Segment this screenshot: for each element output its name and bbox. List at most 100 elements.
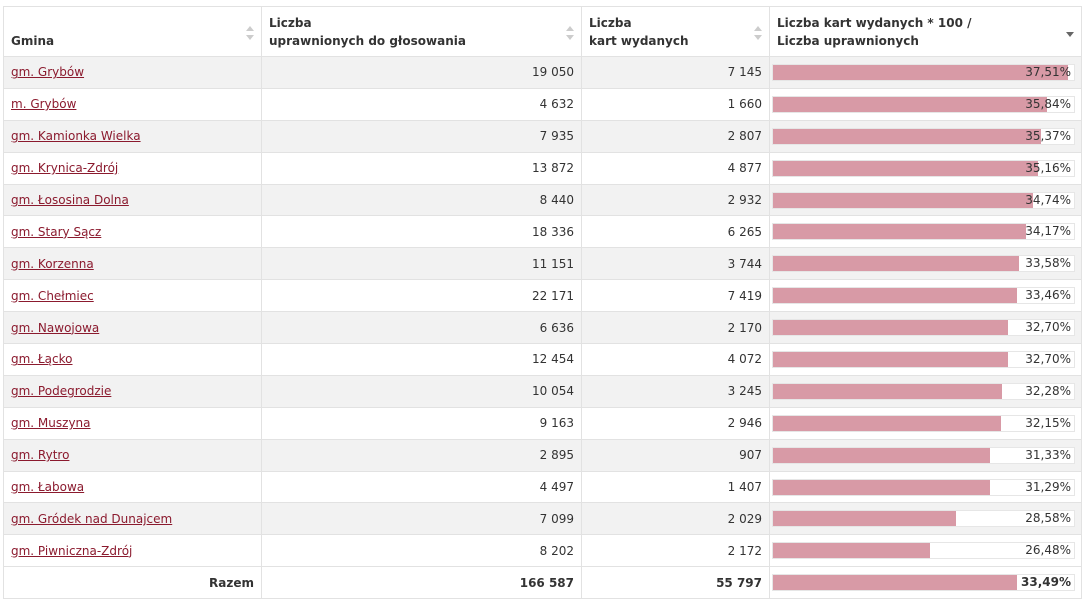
turnout-table: Gmina Liczba uprawnionych do głosowania … <box>3 6 1082 600</box>
karty-cell: 1 660 <box>581 87 770 121</box>
column-header-karty[interactable]: Liczba kart wydanych <box>581 6 770 57</box>
turnout-value: 32,70% <box>1025 320 1071 335</box>
turnout-bar-fill <box>773 160 1039 176</box>
turnout-value: 28,58% <box>1025 511 1071 526</box>
gmina-link[interactable]: m. Grybów <box>11 97 77 112</box>
turnout-bar: 28,58% <box>772 510 1075 528</box>
uprawnieni-cell: 8 440 <box>261 183 582 217</box>
turnout-value: 37,51% <box>1025 64 1071 79</box>
total-label: Razem <box>3 566 262 600</box>
gmina-cell: gm. Łososina Dolna <box>3 183 262 217</box>
turnout-bar: 32,28% <box>772 382 1075 400</box>
turnout-value: 33,46% <box>1025 288 1071 303</box>
turnout-value: 33,49% <box>1021 575 1071 590</box>
gmina-link[interactable]: gm. Piwniczna-Zdrój <box>11 543 133 558</box>
table-row: gm. Krynica-Zdrój 13 872 4 877 35,16% <box>3 151 1082 185</box>
gmina-link[interactable]: gm. Gródek nad Dunajcem <box>11 511 173 526</box>
column-header-karty-line2: kart wydanych <box>589 34 689 48</box>
turnout-value: 32,15% <box>1025 415 1071 430</box>
gmina-link[interactable]: gm. Podegrodzie <box>11 384 112 399</box>
karty-cell: 3 744 <box>581 247 770 281</box>
karty-cell: 3 245 <box>581 374 770 408</box>
gmina-link[interactable]: gm. Chełmiec <box>11 288 94 303</box>
uprawnieni-cell: 18 336 <box>261 215 582 249</box>
turnout-cell: 32,15% <box>769 406 1082 440</box>
uprawnieni-cell: 4 497 <box>261 470 582 504</box>
gmina-link[interactable]: gm. Grybów <box>11 65 85 80</box>
gmina-link[interactable]: gm. Krynica-Zdrój <box>11 161 119 176</box>
turnout-bar-fill <box>773 64 1068 80</box>
uprawnieni-cell: 12 454 <box>261 343 582 376</box>
table-body: gm. Grybów 19 050 7 145 37,51% m. Grybów 4 63… <box>3 56 1082 568</box>
turnout-value: 35,84% <box>1025 96 1071 111</box>
gmina-cell: gm. Nawojowa <box>3 311 262 345</box>
turnout-bar: 33,49% <box>772 574 1075 592</box>
gmina-link[interactable]: gm. Łabowa <box>11 480 85 495</box>
turnout-bar: 32,70% <box>772 319 1075 337</box>
turnout-cell: 31,33% <box>769 438 1082 472</box>
uprawnieni-cell: 19 050 <box>261 56 582 89</box>
turnout-cell: 34,74% <box>769 183 1082 217</box>
uprawnieni-cell: 7 935 <box>261 119 582 153</box>
column-header-frekwencja-line1: Liczba kart wydanych * 100 / <box>777 16 972 30</box>
turnout-bar-fill <box>773 192 1034 208</box>
turnout-bar: 34,74% <box>772 191 1075 209</box>
turnout-bar: 26,48% <box>772 542 1075 560</box>
column-header-uprawnieni-line1: Liczba <box>269 16 312 30</box>
sort-icon[interactable] <box>754 26 762 40</box>
gmina-link[interactable]: gm. Łososina Dolna <box>11 193 129 207</box>
turnout-cell: 33,58% <box>769 247 1082 281</box>
turnout-bar: 31,33% <box>772 446 1075 464</box>
sort-icon[interactable] <box>566 26 574 40</box>
gmina-cell: gm. Podegrodzie <box>3 374 262 408</box>
turnout-value: 31,29% <box>1025 479 1071 494</box>
gmina-link[interactable]: gm. Muszyna <box>11 416 91 431</box>
table-row: gm. Łabowa 4 497 1 407 31,29% <box>3 470 1082 504</box>
turnout-value: 34,17% <box>1025 224 1071 239</box>
gmina-cell: gm. Stary Sącz <box>3 215 262 249</box>
sort-descending-icon[interactable] <box>1066 26 1074 40</box>
turnout-bar-fill <box>773 511 956 527</box>
gmina-cell: gm. Chełmiec <box>3 279 262 313</box>
gmina-link[interactable]: gm. Stary Sącz <box>11 224 102 239</box>
gmina-link[interactable]: gm. Korzenna <box>11 256 94 271</box>
column-header-uprawnieni[interactable]: Liczba uprawnionych do głosowania <box>261 6 582 57</box>
karty-cell: 2 172 <box>581 534 770 568</box>
total-karty: 55 797 <box>581 566 770 600</box>
table-row: gm. Nawojowa 6 636 2 170 32,70% <box>3 311 1082 345</box>
gmina-link[interactable]: gm. Nawojowa <box>11 320 100 335</box>
uprawnieni-cell: 10 054 <box>261 374 582 408</box>
turnout-bar-fill <box>773 447 991 463</box>
gmina-link[interactable]: gm. Rytro <box>11 448 70 463</box>
column-header-gmina[interactable]: Gmina <box>3 6 262 57</box>
column-header-frekwencja-line2: Liczba uprawnionych <box>777 34 919 48</box>
turnout-bar: 32,15% <box>772 414 1075 432</box>
turnout-cell: 28,58% <box>769 502 1082 536</box>
column-header-frekwencja[interactable]: Liczba kart wydanych * 100 / Liczba upra… <box>769 6 1082 57</box>
gmina-cell: gm. Łabowa <box>3 470 262 504</box>
uprawnieni-cell: 4 632 <box>261 87 582 121</box>
turnout-bar-fill <box>773 543 930 559</box>
turnout-cell: 35,37% <box>769 119 1082 153</box>
turnout-bar: 34,17% <box>772 223 1075 241</box>
karty-cell: 4 072 <box>581 343 770 376</box>
table-row: gm. Rytro 2 895 907 31,33% <box>3 438 1082 472</box>
karty-cell: 7 145 <box>581 56 770 89</box>
gmina-link[interactable]: gm. Kamionka Wielka <box>11 129 141 144</box>
turnout-cell: 35,16% <box>769 151 1082 185</box>
table-row: m. Grybów 4 632 1 660 35,84% <box>3 87 1082 121</box>
turnout-cell: 32,70% <box>769 343 1082 376</box>
turnout-value: 35,37% <box>1025 128 1071 143</box>
table-row: gm. Kamionka Wielka 7 935 2 807 35,37% <box>3 119 1082 153</box>
total-row: Razem 166 587 55 797 33,49% <box>3 566 1082 600</box>
turnout-bar-fill <box>773 479 990 495</box>
sort-icon[interactable] <box>246 26 254 40</box>
karty-cell: 2 946 <box>581 406 770 440</box>
turnout-bar-fill <box>773 256 1019 272</box>
table-row: gm. Piwniczna-Zdrój 8 202 2 172 26,48% <box>3 534 1082 568</box>
uprawnieni-cell: 9 163 <box>261 406 582 440</box>
turnout-bar-fill <box>773 415 1001 431</box>
turnout-cell: 26,48% <box>769 534 1082 568</box>
gmina-link[interactable]: gm. Łącko <box>11 352 73 367</box>
turnout-value: 35,16% <box>1025 160 1071 175</box>
